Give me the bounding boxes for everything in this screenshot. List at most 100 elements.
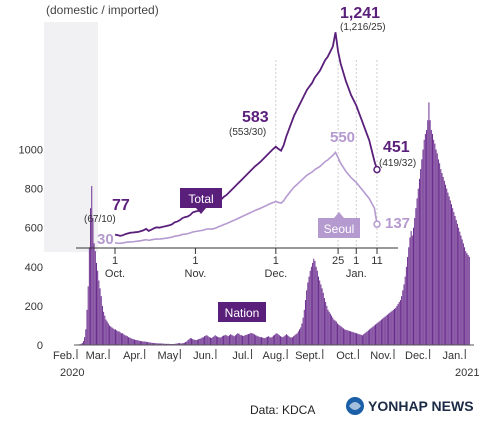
nation-bar <box>327 309 329 345</box>
nation-bar <box>154 343 156 345</box>
nation-bar <box>386 314 388 345</box>
nation-bar <box>367 330 369 345</box>
nation-bar <box>209 337 211 345</box>
nation-bar <box>266 336 268 345</box>
nation-bar <box>90 208 92 345</box>
seoul-tag <box>318 218 360 238</box>
nation-bar <box>175 343 177 345</box>
nation-bar <box>242 335 244 345</box>
x-month-label: Sept. <box>295 350 321 362</box>
nation-bar <box>302 317 304 345</box>
nation-bar <box>163 343 165 345</box>
nation-bar <box>357 333 359 345</box>
nation-bar <box>456 223 458 345</box>
nation-bar <box>228 335 230 345</box>
nation-bar <box>383 317 385 345</box>
x-month-label: Dec. <box>405 350 428 362</box>
nation-bar <box>161 343 163 345</box>
nation-bar <box>395 307 397 345</box>
nation-bar <box>316 270 318 345</box>
nation-bar <box>86 309 88 345</box>
nation-bar <box>451 204 452 345</box>
nation-bar <box>373 325 375 345</box>
nation-bar <box>271 336 273 345</box>
x-month-label: Oct. <box>336 350 356 362</box>
nation-bar <box>461 239 463 345</box>
nation-bar <box>344 329 346 345</box>
nation-bar <box>147 342 149 345</box>
nation-bar <box>452 208 454 345</box>
total-annotation-detail: (553/30) <box>229 127 266 138</box>
nation-bar <box>413 227 414 345</box>
line-x-tick-label: 1 <box>112 255 118 267</box>
nation-bar <box>80 343 82 345</box>
nation-bar <box>356 333 358 345</box>
nation-bar <box>385 315 387 345</box>
x-month-label: Nov. <box>370 350 392 362</box>
nation-bar <box>237 333 239 345</box>
nation-bar <box>114 329 116 345</box>
nation-bar <box>348 330 350 345</box>
nation-bar <box>106 321 108 345</box>
nation-bar <box>296 333 298 345</box>
nation-bar <box>198 339 200 345</box>
nation-bar <box>116 330 118 345</box>
nation-bar <box>213 336 215 345</box>
nation-bar <box>405 266 407 345</box>
nation-bar <box>352 332 354 345</box>
y-tick-label: 1000 <box>19 145 43 157</box>
x-month-label: Jun. <box>193 350 214 362</box>
seoul-tag-label: Seoul <box>324 222 355 236</box>
brand-name: YONHAP NEWS <box>368 398 474 414</box>
nation-bar <box>206 335 208 345</box>
chart-panel-left <box>44 22 98 252</box>
nation-bar <box>111 327 113 345</box>
nation-bar <box>342 328 344 345</box>
nation-bar <box>437 159 439 345</box>
nation-bar <box>158 343 160 345</box>
nation-bar <box>101 305 103 345</box>
nation-bar <box>340 326 342 345</box>
nation-bar <box>234 335 236 345</box>
line-x-tick-label: 11 <box>371 255 382 267</box>
nation-bar <box>104 315 106 345</box>
nation-bar <box>394 308 395 345</box>
nation-bar <box>360 334 362 345</box>
nation-bar <box>239 334 241 345</box>
nation-bar <box>430 130 432 345</box>
y-tick-label: 600 <box>25 223 43 235</box>
total-end-point <box>373 165 381 174</box>
nation-bar <box>391 310 393 345</box>
x-month-label: Mar. <box>86 350 107 362</box>
nation-bar <box>131 338 133 345</box>
nation-bar <box>185 342 187 345</box>
line-chart-layer <box>114 32 381 245</box>
nation-bar <box>281 336 283 345</box>
nation-bar <box>240 335 242 345</box>
nation-bar <box>443 180 445 345</box>
nation-bar <box>97 270 99 345</box>
nation-bar <box>233 336 235 345</box>
nation-bar <box>417 188 419 345</box>
nation-bar <box>148 342 150 345</box>
nation-bar <box>319 280 321 345</box>
nation-bar <box>246 334 248 345</box>
nation-bar <box>454 216 456 345</box>
nation-bar <box>252 333 254 345</box>
nation-bar <box>301 323 303 345</box>
nation-bar <box>245 334 247 345</box>
nation-bar <box>416 198 418 345</box>
nation-tag <box>218 302 266 322</box>
nation-bar <box>411 235 413 345</box>
total-tag <box>180 188 222 208</box>
nation-bar <box>329 313 331 345</box>
nation-bar <box>304 300 306 345</box>
nation-bar <box>265 337 267 345</box>
nation-bar <box>361 335 363 345</box>
nation-bar <box>278 335 280 345</box>
nation-bar <box>288 336 290 345</box>
nation-bar <box>289 337 291 345</box>
nation-bar <box>365 332 367 345</box>
nation-bar <box>205 335 207 345</box>
nation-bar <box>157 343 159 345</box>
